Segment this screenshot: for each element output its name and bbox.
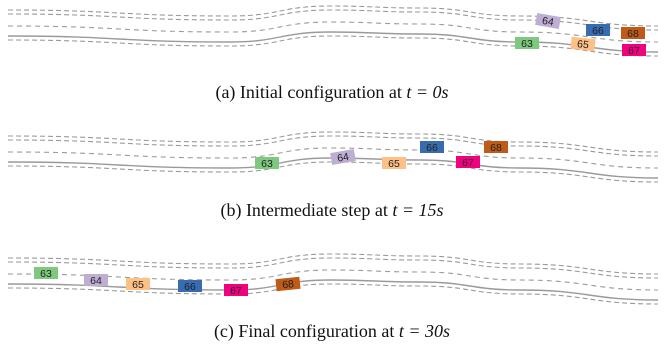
vehicle-67-body (456, 156, 480, 168)
caption-b: (b) Intermediate step at t = 15s (220, 200, 443, 221)
vehicle-68: 68 (484, 141, 508, 154)
vehicle-66-label: 66 (426, 142, 438, 154)
vehicle-67-label: 67 (462, 157, 474, 169)
vehicle-67-label: 67 (230, 285, 242, 297)
caption-b-math: t = 15s (392, 200, 443, 220)
vehicle-68: 68 (275, 276, 301, 292)
vehicle-68-label: 68 (627, 28, 639, 40)
vehicle-64-label: 64 (336, 151, 350, 165)
road-edge-top-inner (7, 9, 659, 31)
vehicle-67: 67 (456, 156, 480, 169)
vehicle-63-label: 63 (40, 268, 52, 280)
vehicle-65: 65 (382, 157, 406, 170)
vehicle-68-body (621, 27, 645, 39)
lane-divider (7, 21, 659, 43)
vehicle-64-label: 64 (541, 15, 555, 29)
vehicle-68: 68 (621, 27, 645, 40)
panel-b: 63 64 65 66 67 68 (b) Intermediate step at t =… (7, 131, 659, 221)
vehicle-65-label: 65 (576, 38, 589, 51)
vehicle-65: 65 (570, 36, 596, 52)
caption-c-text: (c) Final configuration at (214, 321, 399, 342)
vehicle-67-label: 67 (628, 45, 640, 57)
vehicle-64-label: 64 (90, 275, 102, 287)
vehicle-63-label: 63 (261, 158, 273, 170)
vehicle-68-label: 68 (282, 278, 295, 291)
vehicle-66: 66 (420, 141, 444, 154)
vehicle-63: 63 (34, 267, 58, 280)
vehicle-66-body (586, 24, 610, 36)
vehicle-66-label: 66 (592, 25, 604, 37)
vehicle-64: 64 (84, 274, 108, 287)
vehicle-65-label: 65 (132, 279, 144, 291)
vehicle-68-body (484, 141, 508, 153)
road-edge-bottom (7, 157, 659, 179)
vehicle-68-body (275, 276, 301, 292)
vehicle-68-label: 68 (490, 142, 502, 154)
caption-a-math: t = 0s (406, 82, 448, 102)
vehicle-66: 66 (178, 280, 202, 293)
lane-divider (7, 147, 659, 169)
vehicle-64-body (330, 149, 356, 165)
vehicle-63-label: 63 (521, 38, 533, 50)
vehicle-63: 63 (255, 157, 279, 170)
vehicle-67: 67 (622, 44, 646, 57)
panel-c: 63 64 65 66 67 68 (c) Final configuration at t… (7, 253, 659, 342)
caption-b-text: (b) Intermediate step at (220, 200, 392, 221)
vehicle-63-body (34, 267, 58, 279)
vehicle-67-body (622, 44, 646, 56)
vehicle-65: 65 (126, 278, 150, 291)
vehicle-63-body (515, 37, 539, 49)
vehicle-66: 66 (586, 24, 610, 37)
caption-c-math: t = 30s (399, 321, 450, 341)
caption-a: (a) Initial configuration at t = 0s (215, 82, 448, 103)
caption-a-text: (a) Initial configuration at (215, 82, 406, 103)
vehicle-65-body (126, 278, 150, 290)
lane-divider (7, 269, 659, 291)
vehicle-65-body (570, 36, 596, 52)
vehicle-64-body (84, 274, 108, 286)
vehicle-67-body (224, 284, 248, 296)
vehicle-63: 63 (515, 37, 539, 50)
vehicle-64-body (535, 13, 561, 29)
vehicle-65-body (382, 157, 406, 169)
vehicle-66-label: 66 (184, 281, 196, 293)
vehicle-66-body (420, 141, 444, 153)
vehicle-67: 67 (224, 284, 248, 297)
caption-c: (c) Final configuration at t = 30s (214, 321, 450, 342)
vehicle-66-body (178, 280, 202, 292)
vehicle-64: 64 (330, 149, 356, 165)
road-edge-bottom (7, 31, 659, 53)
vehicle-65-label: 65 (388, 158, 400, 170)
vehicle-63-body (255, 157, 279, 169)
vehicle-64: 64 (535, 13, 561, 29)
